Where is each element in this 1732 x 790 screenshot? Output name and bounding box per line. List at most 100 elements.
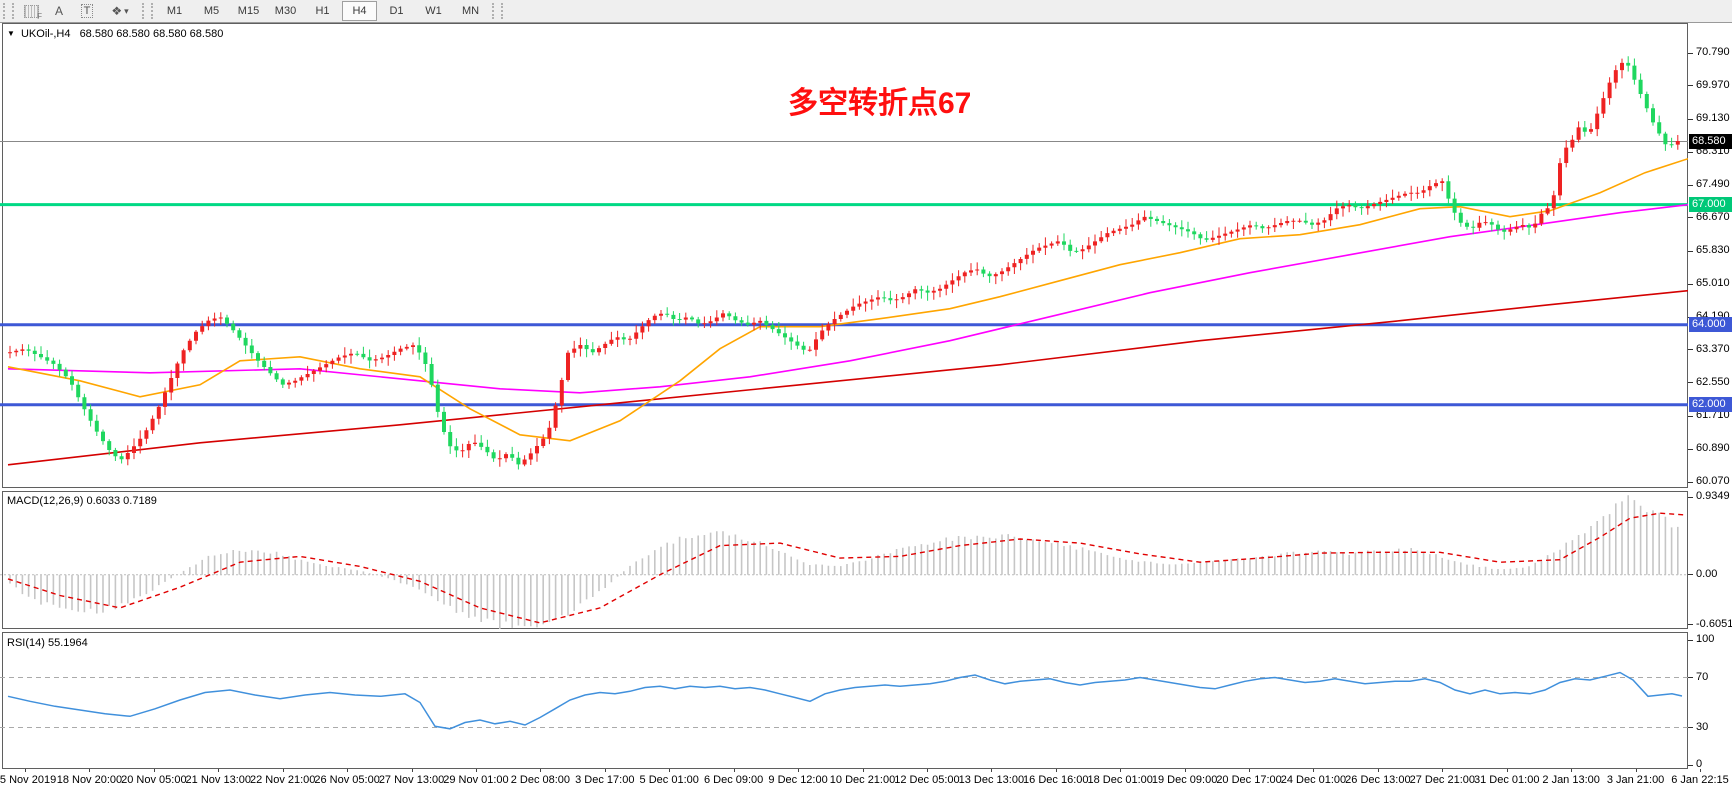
macd-canvas[interactable] <box>0 491 1688 629</box>
price-axis-tick <box>1688 52 1693 54</box>
time-axis-label: 10 Dec 21:00 <box>829 774 896 786</box>
timeframe-button-group: M1 M5 M15 M30 H1 H4 D1 W1 MN <box>156 1 489 21</box>
rsi-axis-label: 100 <box>1696 633 1715 645</box>
price-axis-tick <box>1688 415 1693 417</box>
price-axis-label: 69.970 <box>1696 78 1730 91</box>
time-axis-label: 26 Nov 05:00 <box>314 774 380 786</box>
price-axis-label: 63.370 <box>1696 342 1730 355</box>
time-axis-tick <box>218 769 220 772</box>
time-axis-tick <box>862 769 864 772</box>
timeframe-button-m1[interactable]: M1 <box>166 5 183 17</box>
rsi-axis-tick <box>1688 677 1693 678</box>
price-axis-label: 67.490 <box>1696 178 1730 191</box>
price-axis-label: 60.890 <box>1696 442 1730 455</box>
time-axis-label: 22 Nov 21:00 <box>249 774 316 786</box>
timeframe-button-w1[interactable]: W1 <box>425 5 442 17</box>
price-chart-panel[interactable] <box>2 23 1688 488</box>
time-axis-label: 16 Dec 16:00 <box>1023 774 1089 786</box>
rsi-canvas[interactable] <box>0 632 1688 769</box>
time-axis-label: 9 Dec 12:00 <box>768 774 828 786</box>
label-tool-button[interactable]: A <box>47 2 71 20</box>
price-badge-62.000: 62.000 <box>1689 397 1732 413</box>
chart-annotation-text: 多空转折点67 <box>788 87 972 120</box>
timeframe-button-mn[interactable]: MN <box>461 5 480 17</box>
toolbar-drag-handle[interactable] <box>492 3 503 19</box>
timeframe-button-h1[interactable]: H1 <box>315 5 330 17</box>
rsi-indicator-panel[interactable] <box>2 632 1688 769</box>
time-axis-tick <box>475 769 477 772</box>
text-tool-button[interactable]: T <box>75 2 99 20</box>
time-axis-tick <box>1506 769 1508 772</box>
macd-axis-label: -0.6051 <box>1696 617 1732 630</box>
time-axis-label: 5 Dec 01:00 <box>639 774 699 786</box>
time-axis-tick <box>1313 769 1315 772</box>
time-axis-label: 18 Nov 20:00 <box>56 774 123 786</box>
price-axis-tick <box>1688 118 1693 120</box>
time-axis-tick <box>1571 769 1573 772</box>
time-axis-label: 2 Dec 08:00 <box>510 774 571 786</box>
time-axis: 15 Nov 2019 18 Nov 20:00 20 Nov 05:00 21 No… <box>0 769 1732 790</box>
macd-axis-label: 0.9349 <box>1696 490 1730 502</box>
chevron-down-icon: ▾ <box>124 5 129 16</box>
ohlc-quote-label: 68.580 68.580 68.580 68.580 <box>79 28 224 40</box>
time-axis-label: 24 Dec 01:00 <box>1280 774 1347 786</box>
toolbar-drag-handle[interactable] <box>3 3 14 19</box>
price-axis-label: 66.670 <box>1696 210 1730 223</box>
timeframe-button-d1[interactable]: D1 <box>389 5 404 17</box>
rsi-axis-label: 30 <box>1696 720 1709 733</box>
price-axis-tick <box>1688 85 1693 87</box>
symbol-timeframe-label: UKOil-,H4 <box>20 28 71 40</box>
time-axis-label: 27 Dec 21:00 <box>1409 774 1476 786</box>
price-axis-label: 65.010 <box>1696 277 1730 290</box>
time-axis-tick <box>1120 769 1122 772</box>
macd-label: MACD(12,26,9) 0.6033 0.7189 <box>7 495 157 507</box>
time-axis-tick <box>1377 769 1379 772</box>
rsi-axis-tick <box>1688 727 1693 728</box>
price-axis-tick <box>1688 481 1693 483</box>
price-axis-label: 60.070 <box>1696 475 1730 487</box>
time-axis-label: 12 Dec 05:00 <box>894 774 960 786</box>
time-axis-label: 18 Dec 01:00 <box>1087 774 1153 786</box>
price-axis-tick <box>1688 448 1693 450</box>
time-axis-label: 21 Nov 13:00 <box>185 774 251 786</box>
price-axis-label: 62.550 <box>1696 375 1730 388</box>
time-axis-label: 3 Dec 17:00 <box>575 774 635 786</box>
time-axis-label: 31 Dec 01:00 <box>1474 774 1540 786</box>
time-axis-tick <box>926 769 928 772</box>
time-axis-tick <box>540 769 542 772</box>
price-axis-label: 69.130 <box>1696 112 1730 125</box>
time-axis-tick <box>1700 769 1701 772</box>
time-axis-label: 20 Dec 17:00 <box>1216 774 1282 786</box>
macd-axis-label: 0.00 <box>1696 567 1718 580</box>
time-axis-tick <box>411 769 413 772</box>
rsi-label: RSI(14) 55.1964 <box>7 637 88 649</box>
price-axis-tick <box>1688 250 1693 252</box>
price-axis-label: 65.830 <box>1696 244 1730 257</box>
timeframe-button-m30[interactable]: M30 <box>274 5 297 17</box>
price-axis-label: 61.710 <box>1696 409 1730 422</box>
price-axis-tick <box>1688 349 1693 351</box>
toolbar-drag-handle[interactable] <box>142 3 153 19</box>
time-axis-tick <box>798 769 800 772</box>
macd-axis-tick <box>1688 624 1693 626</box>
timeframe-button-m15[interactable]: M15 <box>237 5 260 17</box>
chart-title[interactable]: ▼ UKOil-,H4 68.580 68.580 68.580 68.580 <box>7 28 223 40</box>
quote-dropdown-icon[interactable]: ▼ <box>7 29 15 38</box>
macd-axis-tick <box>1688 574 1693 576</box>
text-t-icon: T <box>80 4 94 18</box>
price-chart-canvas[interactable] <box>0 23 1688 488</box>
price-badge-67.000: 67.000 <box>1689 197 1732 213</box>
time-axis-label: 6 Jan 22:15 <box>1671 774 1729 786</box>
macd-axis-tick <box>1688 496 1693 498</box>
timeframe-button-h4[interactable]: H4 <box>342 1 377 21</box>
time-axis-tick <box>604 769 606 772</box>
arrow-shapes-icon: ❖ <box>111 4 123 18</box>
label-a-icon: A <box>54 4 63 18</box>
arrow-shapes-button[interactable]: ❖ ▾ <box>103 2 137 20</box>
chart-template-grid-icon[interactable]: F <box>19 2 43 21</box>
timeframe-button-m5[interactable]: M5 <box>203 5 220 17</box>
toolbar: F A T ❖ ▾ M1 M5 M15 M30 H1 H4 D1 W1 MN <box>0 0 1732 23</box>
time-axis-tick <box>1184 769 1186 772</box>
price-axis-tick <box>1688 316 1693 318</box>
price-axis-label: 70.790 <box>1696 46 1730 58</box>
